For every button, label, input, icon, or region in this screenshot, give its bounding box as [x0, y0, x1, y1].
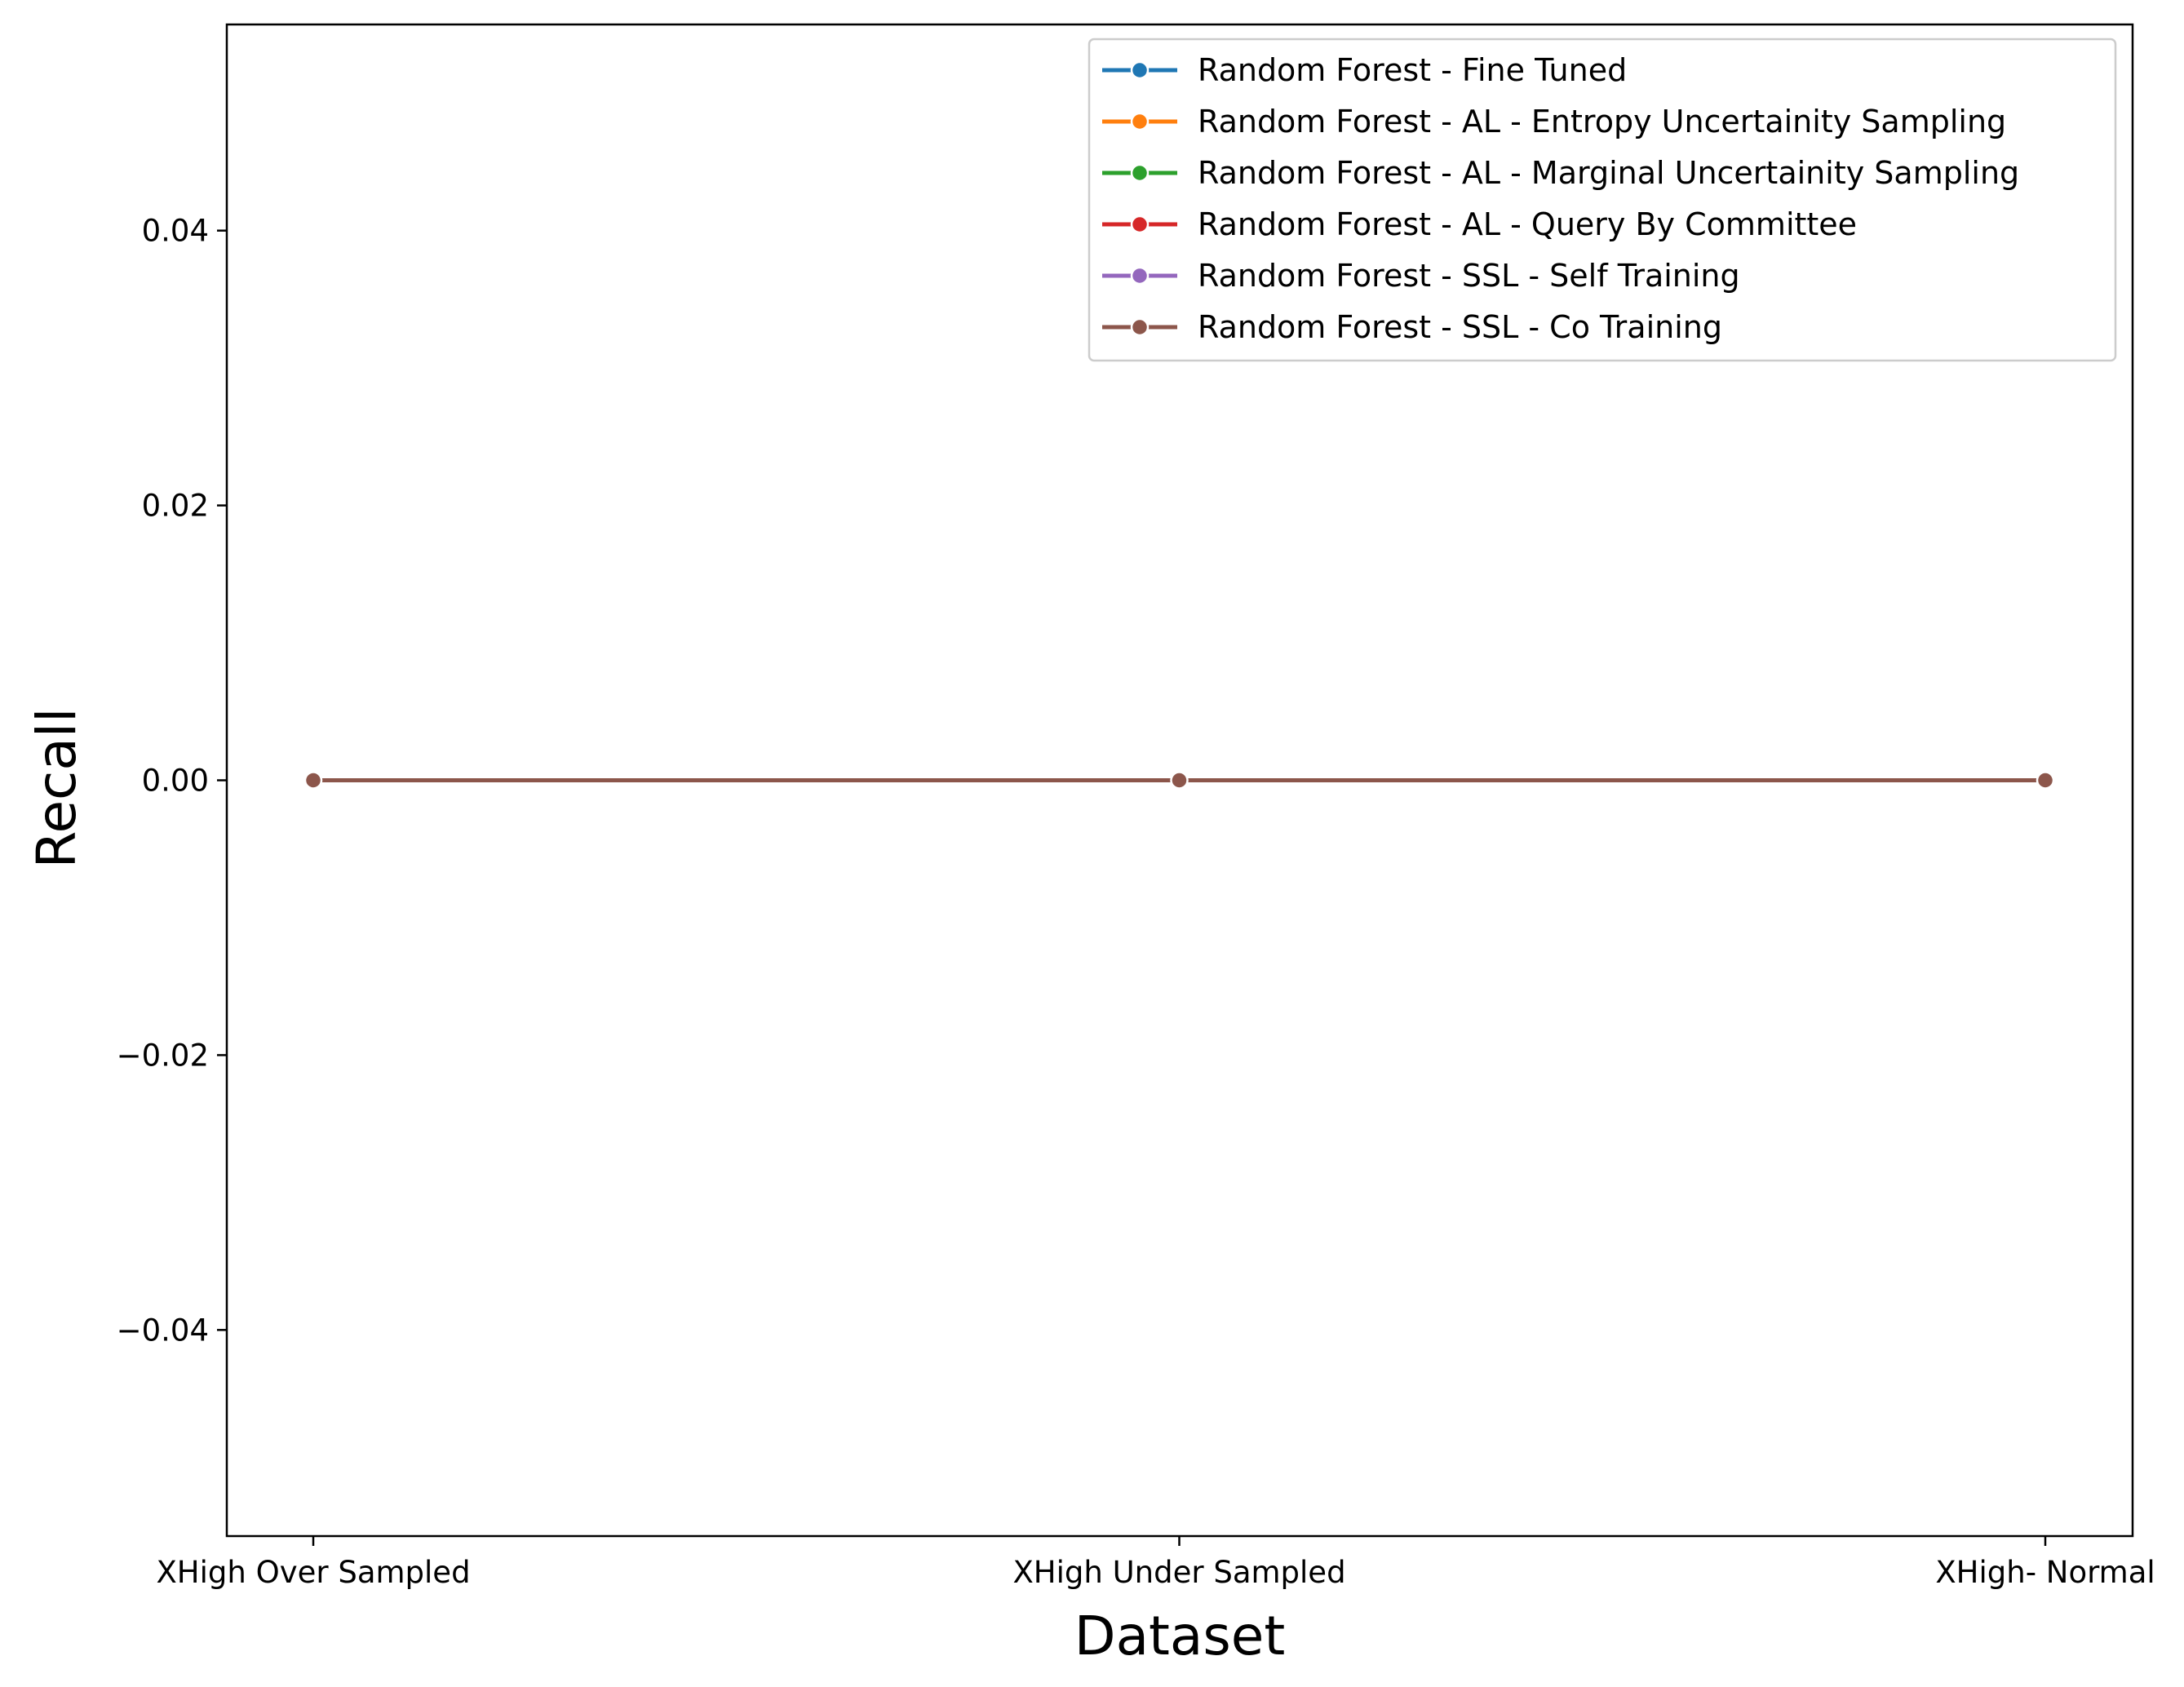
legend-item: Random Forest - SSL - Self Training: [1102, 258, 1740, 294]
legend-item: Random Forest - AL - Entropy Uncertainit…: [1102, 104, 2006, 139]
x-tick-label: XHigh- Normal: [1935, 1555, 2155, 1590]
legend-marker: [1130, 163, 1150, 183]
legend-marker: [1130, 60, 1150, 80]
legend-item: Random Forest - Fine Tuned: [1102, 52, 1627, 88]
series-layer: [303, 771, 2055, 790]
plot-frame: [225, 23, 2134, 1538]
y-axis: −0.04 −0.02 0.00 0.02 0.04: [117, 214, 227, 1348]
legend-marker: [1130, 266, 1150, 286]
x-axis-title: Dataset: [1074, 1605, 1285, 1667]
y-tick-label: 0.04: [142, 214, 209, 249]
legend-label: Random Forest - AL - Entropy Uncertainit…: [1198, 104, 2006, 139]
legend-frame: [1088, 38, 2117, 362]
legend-item: Random Forest - AL - Marginal Uncertaini…: [1102, 155, 2019, 191]
legend-label: Random Forest - Fine Tuned: [1198, 52, 1627, 88]
x-tick-label: XHigh Over Sampled: [156, 1555, 470, 1590]
data-point: [303, 771, 323, 790]
y-tick-label: −0.04: [117, 1313, 209, 1348]
y-tick-label: −0.02: [117, 1038, 209, 1073]
legend-label: Random Forest - SSL - Co Training: [1198, 309, 1722, 345]
legend-item: Random Forest - AL - Query By Committee: [1102, 206, 1857, 242]
data-point: [2036, 771, 2055, 790]
legend-label: Random Forest - AL - Query By Committee: [1198, 206, 1857, 242]
legend-marker: [1130, 215, 1150, 234]
legend-item: Random Forest - SSL - Co Training: [1102, 309, 1722, 345]
legend-label: Random Forest - AL - Marginal Uncertaini…: [1198, 155, 2019, 191]
legend-marker: [1130, 112, 1150, 131]
x-axis: XHigh Over Sampled XHigh Under Sampled XHi…: [156, 1536, 2155, 1590]
legend: Random Forest - Fine Tuned Random Forest …: [1088, 38, 2117, 362]
series-6: [303, 771, 2055, 790]
x-tick-label: XHigh Under Sampled: [1012, 1555, 1345, 1590]
y-tick-label: 0.00: [142, 764, 209, 799]
y-tick-label: 0.02: [142, 489, 209, 524]
legend-label: Random Forest - SSL - Self Training: [1198, 258, 1740, 294]
y-axis-title: Recall: [25, 708, 88, 869]
legend-marker: [1130, 317, 1150, 337]
data-point: [1170, 771, 1189, 790]
